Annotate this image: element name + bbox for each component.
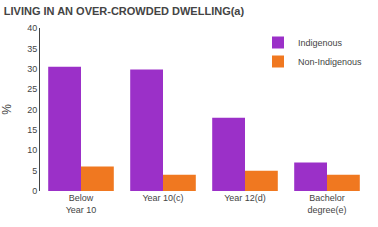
svg-text:20: 20: [27, 105, 37, 115]
svg-text:Year 10(c): Year 10(c): [142, 193, 183, 203]
svg-text:Year 12(d): Year 12(d): [224, 193, 266, 203]
svg-text:BelowYear 10: BelowYear 10: [66, 193, 97, 215]
svg-text:LIVING IN AN OVER-CROWDED DWEL: LIVING IN AN OVER-CROWDED DWELLING(a): [4, 5, 245, 17]
svg-text:35: 35: [27, 44, 37, 54]
svg-text:25: 25: [27, 84, 37, 94]
svg-text:Bachelordegree(e): Bachelordegree(e): [307, 193, 346, 215]
svg-text:40: 40: [27, 23, 37, 33]
svg-text:%: %: [0, 104, 14, 115]
svg-text:5: 5: [32, 166, 37, 176]
svg-text:Non-Indigenous: Non-Indigenous: [298, 57, 362, 67]
svg-text:Indigenous: Indigenous: [298, 38, 343, 48]
svg-text:0: 0: [32, 186, 37, 196]
svg-text:15: 15: [27, 125, 37, 135]
svg-text:30: 30: [27, 64, 37, 74]
svg-text:10: 10: [27, 145, 37, 155]
